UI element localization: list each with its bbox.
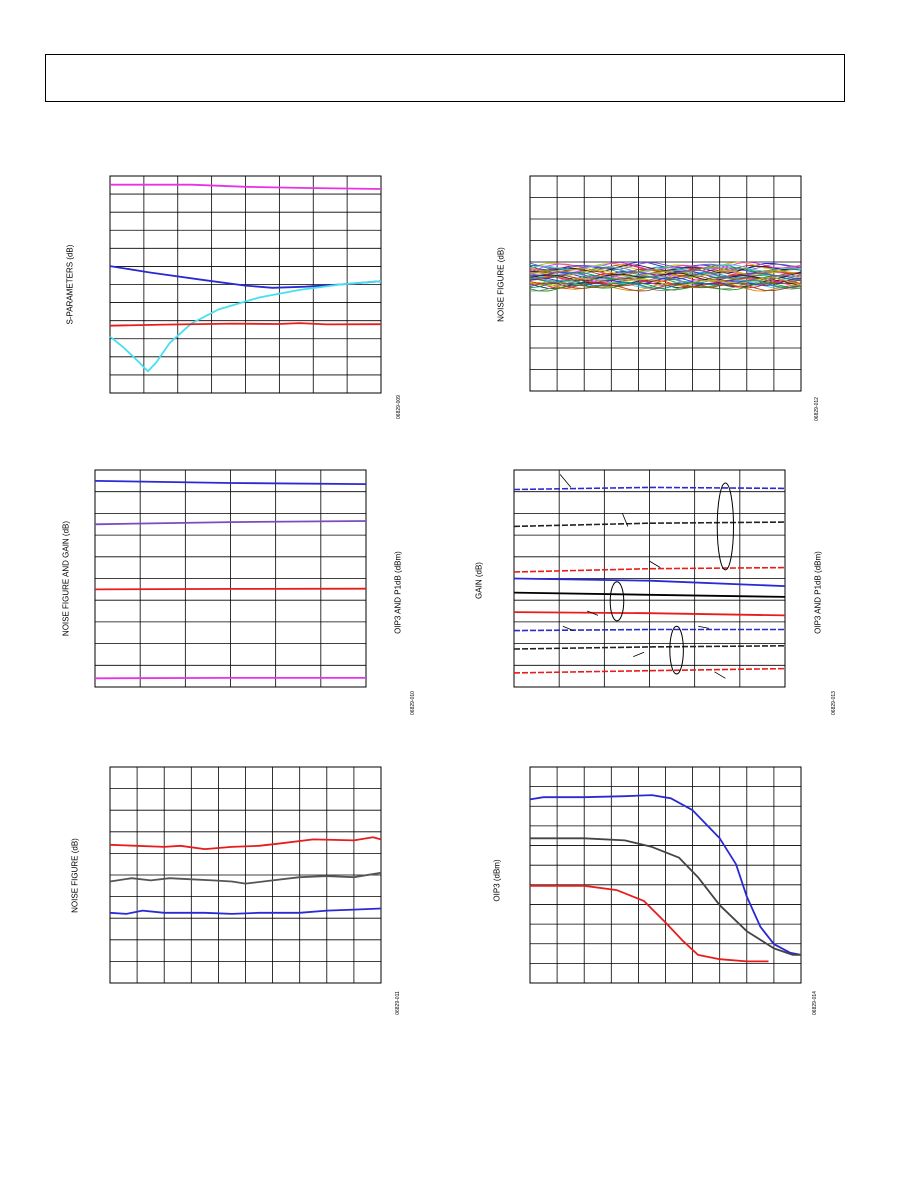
series-line <box>94 480 367 485</box>
chart-noise-figure-traces: NOISE FIGURE (dB) 06829-012 <box>459 0 918 440</box>
chart-noise-figure: NOISE FIGURE (dB) 06829-011 <box>0 0 459 1040</box>
trace-line <box>529 282 802 292</box>
grid <box>529 766 802 984</box>
series-line <box>513 591 786 598</box>
trace-line <box>529 279 802 289</box>
chart-noise-figure-and-gain-plot <box>94 469 367 688</box>
figure-id: 06829-011 <box>395 991 401 1015</box>
trace-line <box>529 269 802 279</box>
chart-s-parameters: S-PARAMETERS (dB) 06829-009 <box>0 0 459 440</box>
trace-line <box>529 261 802 271</box>
grid <box>94 469 367 688</box>
annotation-arrow <box>587 610 599 616</box>
series-line <box>109 322 382 327</box>
series-line <box>530 837 801 956</box>
annotation-arrow <box>649 560 661 568</box>
chart-gain-oip3-p1db-plot <box>513 469 786 688</box>
trace-line <box>529 269 802 279</box>
series-line <box>513 566 786 573</box>
trace-band <box>529 261 802 292</box>
series-line <box>513 486 786 491</box>
plot-frame <box>529 766 802 984</box>
grid <box>109 766 382 984</box>
plot-frame <box>109 766 382 984</box>
series-line <box>513 577 786 587</box>
plot-frame <box>94 469 367 688</box>
trace-line <box>529 272 802 282</box>
trace-line <box>529 262 802 271</box>
series-line <box>109 280 382 373</box>
series-line <box>109 907 382 915</box>
annotation-arrow <box>559 474 572 488</box>
series-line <box>513 521 786 528</box>
series-line <box>94 520 367 526</box>
series-line <box>110 183 382 190</box>
chart-s-parameters-plot <box>109 175 382 394</box>
series-line <box>529 794 802 956</box>
chart-noise-figure-plot <box>109 766 382 984</box>
y-axis-label: OIP3 (dBm) <box>492 859 502 902</box>
figure-id: 06829-014 <box>812 991 818 1015</box>
grid <box>109 175 382 394</box>
chart-noise-figure-and-gain: NOISE FIGURE AND GAIN (dB) OIP3 AND P1dB… <box>0 0 459 740</box>
chart-gain-oip3-p1db: GAIN (dB) OIP3 AND P1dB (dBm) 06829-013 <box>459 0 918 740</box>
trace-line <box>529 264 802 274</box>
series-line <box>109 871 382 885</box>
chart-oip3: OIP3 (dBm) 06829-014 <box>459 0 918 1040</box>
annotation-ellipse <box>716 482 735 571</box>
chart-noise-figure-traces-plot <box>529 175 802 392</box>
annotation-arrow <box>562 625 574 631</box>
series-line <box>513 611 786 617</box>
annotation-ellipse <box>669 625 684 675</box>
y-axis-label: NOISE FIGURE (dB) <box>70 838 80 913</box>
annotation-ellipse <box>609 581 625 622</box>
page-header-box <box>45 54 845 102</box>
annotation-arrow <box>698 625 710 629</box>
series-line <box>530 884 769 963</box>
trace-line <box>529 282 802 292</box>
trace-line <box>529 282 802 292</box>
series-line <box>513 628 785 632</box>
series-line <box>513 645 786 650</box>
trace-line <box>529 279 802 289</box>
annotation-arrow <box>622 513 629 527</box>
trace-line <box>529 277 802 287</box>
series-line <box>109 836 382 850</box>
trace-line <box>529 274 802 284</box>
chart-oip3-plot <box>529 766 802 984</box>
trace-line <box>529 282 802 292</box>
plot-frame <box>109 175 382 394</box>
series-line <box>513 667 786 674</box>
annotation-arrow <box>633 651 645 657</box>
series-line <box>94 587 367 591</box>
annotations <box>559 474 735 679</box>
annotation-arrow <box>714 671 726 679</box>
